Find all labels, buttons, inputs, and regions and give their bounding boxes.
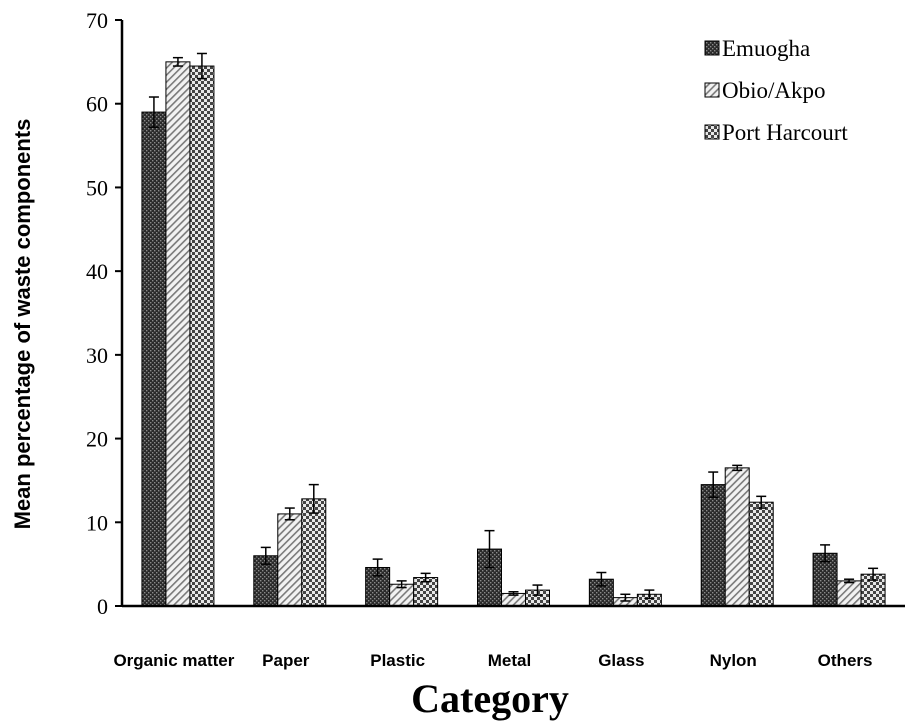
bar-port-harcourt-organic-matter bbox=[189, 65, 215, 607]
category-label: Paper bbox=[262, 651, 310, 670]
y-tick-label: 40 bbox=[86, 259, 108, 284]
category-label: Plastic bbox=[370, 651, 425, 670]
legend-label: Obio/Akpo bbox=[722, 78, 826, 103]
bar-obio-akpo-nylon bbox=[724, 467, 750, 607]
y-tick-label: 70 bbox=[86, 8, 108, 33]
legend: Emuogha Obio/Akpo Port Harcourt bbox=[704, 36, 848, 145]
category-label: Others bbox=[818, 651, 873, 670]
category-labels: Organic matter Paper Plastic Metal Glass Nylo… bbox=[113, 651, 872, 670]
y-tick-label: 60 bbox=[86, 92, 108, 117]
bar-emuogha-organic-matter bbox=[141, 111, 167, 607]
bar-obio-akpo-organic-matter bbox=[165, 61, 191, 607]
y-tick-label: 30 bbox=[86, 343, 108, 368]
category-label: Metal bbox=[488, 651, 531, 670]
bar-obio-akpo-paper bbox=[277, 513, 303, 607]
bars bbox=[141, 61, 886, 607]
bar-port-harcourt-paper bbox=[301, 498, 327, 607]
category-label: Organic matter bbox=[113, 651, 234, 670]
bar-port-harcourt-nylon bbox=[748, 501, 774, 607]
legend-swatch-obio-akpo bbox=[704, 82, 720, 98]
y-tick-label: 20 bbox=[86, 427, 108, 452]
legend-label: Port Harcourt bbox=[722, 120, 848, 145]
y-axis-title: Mean percentage of waste components bbox=[10, 119, 35, 530]
legend-swatch-emuogha bbox=[704, 40, 720, 56]
bar-obio-akpo-others bbox=[836, 580, 862, 607]
y-tick-label: 50 bbox=[86, 175, 108, 200]
category-label: Glass bbox=[598, 651, 644, 670]
y-tick-label: 0 bbox=[97, 594, 108, 619]
y-tick-label: 10 bbox=[86, 510, 108, 535]
y-ticks: 0 10 20 30 40 50 60 70 bbox=[86, 8, 122, 619]
x-axis-title: Category bbox=[411, 676, 569, 721]
bar-emuogha-nylon bbox=[700, 484, 726, 607]
legend-swatch-port-harcourt bbox=[704, 124, 720, 140]
y-axis-title-group: Mean percentage of waste components bbox=[10, 119, 35, 530]
category-label: Nylon bbox=[710, 651, 757, 670]
error-bars bbox=[148, 52, 879, 602]
axes bbox=[120, 20, 905, 608]
legend-label: Emuogha bbox=[722, 36, 810, 61]
